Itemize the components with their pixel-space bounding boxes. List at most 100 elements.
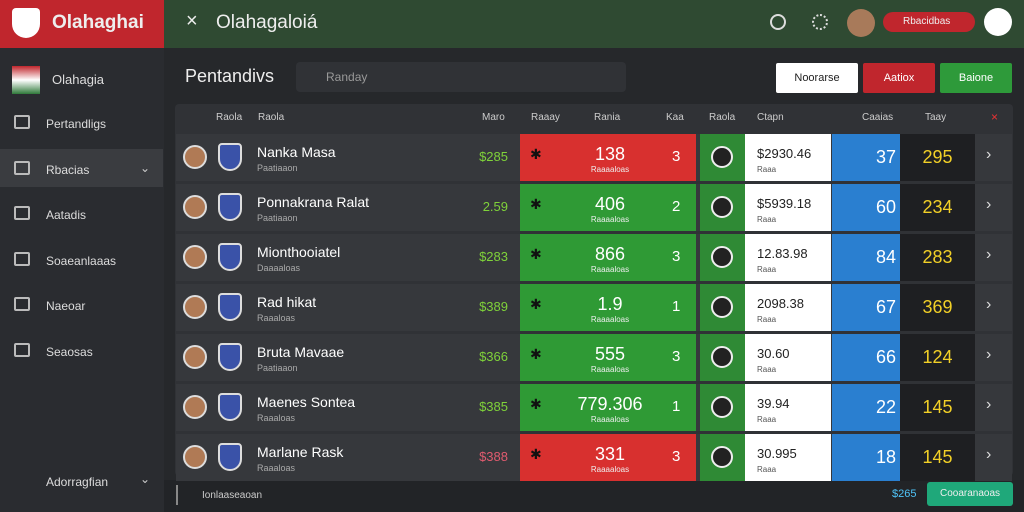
marker: ✱ <box>530 446 542 462</box>
value-sub: Raaaaloas <box>590 265 630 274</box>
row-chevron[interactable]: › <box>986 196 992 213</box>
button[interactable]: Baione <box>940 63 1012 93</box>
column-header[interactable]: Rania <box>594 112 621 123</box>
value-cell <box>520 334 696 381</box>
score: 22 <box>875 397 896 417</box>
marker: ✱ <box>530 146 542 162</box>
price: 30.60 <box>757 346 790 361</box>
price: 30.995 <box>757 446 797 461</box>
player-sub: Daaaaloas <box>257 263 301 273</box>
marker: ✱ <box>530 396 542 412</box>
value-cell <box>520 134 696 181</box>
row-chevron[interactable]: › <box>986 246 992 263</box>
score: 60 <box>875 197 896 217</box>
value-sub: Raaaaloas <box>590 365 630 374</box>
value-sub: Raaaaloas <box>590 415 630 424</box>
sidebar-top[interactable]: Olahagia <box>52 72 105 87</box>
team-badge <box>711 246 733 268</box>
sidebar-icon <box>14 251 30 266</box>
column-header[interactable]: Taay <box>925 112 947 123</box>
sidebar-icon <box>14 206 30 220</box>
points-cell <box>900 184 975 231</box>
price-cell <box>745 184 831 231</box>
row-chevron[interactable]: › <box>986 296 992 313</box>
club-badge <box>218 393 242 421</box>
avatar[interactable] <box>847 9 875 37</box>
player-name: Rad hikat <box>257 294 317 310</box>
club-badge <box>218 443 242 471</box>
amount: $389 <box>479 299 508 314</box>
column-header[interactable]: Maro <box>482 112 505 123</box>
sidebar-item[interactable]: Pertandligs <box>46 117 107 131</box>
score-cell <box>832 284 900 331</box>
value: 779.306 <box>577 394 643 414</box>
flag <box>12 66 40 94</box>
column-header[interactable]: Raola <box>709 112 736 123</box>
button[interactable]: Aatiox <box>863 63 935 93</box>
value: 406 <box>594 194 626 214</box>
footer <box>164 480 1024 512</box>
club-badge <box>218 143 242 171</box>
points: 234 <box>922 197 953 217</box>
status-pill[interactable]: Rbacidbas <box>883 12 975 32</box>
column-header[interactable]: Raola <box>216 112 243 123</box>
top-bar <box>164 0 1024 48</box>
club-badge <box>218 343 242 371</box>
price: 12.83.98 <box>757 246 808 261</box>
price-sub: Raaa <box>757 415 777 424</box>
count: 2 <box>672 198 681 215</box>
icon[interactable] <box>812 14 828 30</box>
price-cell <box>745 234 831 281</box>
sidebar-item[interactable]: Soaeanlaaas <box>46 253 117 268</box>
points-cell <box>900 334 975 381</box>
points: 369 <box>922 297 953 317</box>
search[interactable]: Randay <box>296 62 626 92</box>
amount: $283 <box>479 249 508 264</box>
player-sub: Raaaloas <box>257 463 296 473</box>
footer-button[interactable]: Cooaranaoas <box>927 482 1013 506</box>
icon[interactable] <box>770 14 786 30</box>
row-chevron[interactable]: › <box>986 146 992 163</box>
count: 3 <box>672 348 681 365</box>
amount: $388 <box>479 449 508 464</box>
player-name: Bruta Mavaae <box>257 344 345 360</box>
column-header[interactable]: Kaa <box>666 112 684 123</box>
score: 18 <box>875 447 896 467</box>
score-cell <box>832 234 900 281</box>
player-sub: Paatiaaon <box>257 163 298 173</box>
row-chevron[interactable]: › <box>986 346 992 363</box>
amount: 2.59 <box>482 199 508 214</box>
sidebar-item[interactable]: Rbacias <box>46 162 90 177</box>
sidebar-item[interactable]: Seaosas <box>46 344 93 359</box>
points-cell <box>900 234 975 281</box>
player-avatar <box>183 195 207 219</box>
team-badge <box>711 146 733 168</box>
sidebar-item[interactable]: Naeoar <box>46 299 86 313</box>
sidebar-bottom[interactable]: Adorragfian <box>46 475 109 489</box>
score-cell <box>832 184 900 231</box>
column-header[interactable]: Raaay <box>531 112 560 123</box>
player-name: Nanka Masa <box>257 144 336 160</box>
logo <box>12 8 40 38</box>
row-chevron[interactable]: › <box>986 396 992 413</box>
points-cell <box>900 384 975 431</box>
avatar[interactable] <box>984 8 1012 36</box>
close-icon[interactable]: × <box>186 10 198 32</box>
points: 124 <box>922 347 953 367</box>
button[interactable]: Noorarse <box>776 63 858 93</box>
main-title: Pentandivs <box>185 66 275 86</box>
sidebar <box>0 48 164 512</box>
column-header[interactable]: Caaias <box>862 112 894 123</box>
column-header[interactable]: Raola <box>258 112 285 123</box>
player-sub: Paatiaaon <box>257 213 298 223</box>
chevron: ⌄ <box>140 472 151 486</box>
value-cell <box>520 384 696 431</box>
sidebar-item[interactable]: Aatadis <box>46 208 87 222</box>
player-sub: Raaaloas <box>257 413 296 423</box>
chevron: ⌄ <box>140 160 151 175</box>
price: $5939.18 <box>757 196 812 211</box>
row-chevron[interactable]: › <box>986 446 992 463</box>
column-header[interactable]: Ctapn <box>757 112 784 123</box>
team-badge <box>711 446 733 468</box>
count: 1 <box>672 398 681 415</box>
